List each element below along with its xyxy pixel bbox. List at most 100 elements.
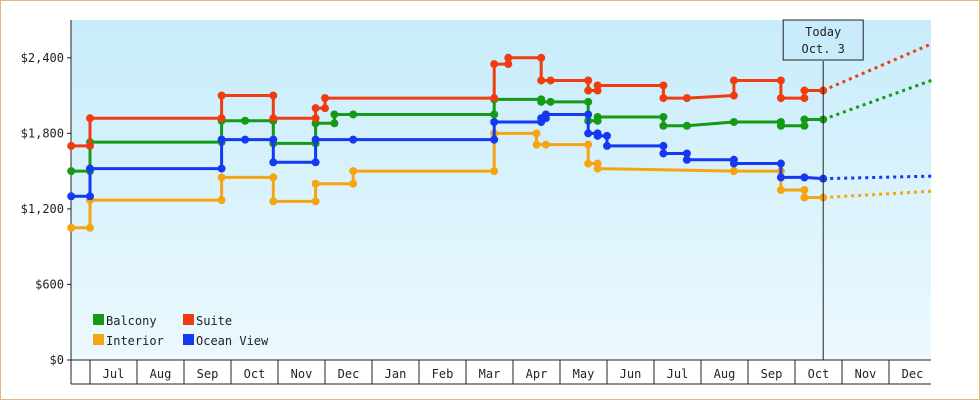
month-label: Nov — [291, 367, 313, 381]
data-point-ocean-view — [311, 135, 320, 144]
data-point-interior — [800, 186, 809, 194]
today-box — [782, 19, 864, 61]
month-label: Apr — [526, 367, 548, 381]
data-point-balcony — [67, 167, 76, 176]
data-point-interior — [311, 197, 320, 206]
data-point-suite — [217, 114, 226, 123]
data-point-interior — [217, 173, 226, 182]
month-label: Mar — [479, 367, 501, 381]
data-point-ocean-view — [541, 110, 550, 119]
data-point-suite — [269, 91, 278, 100]
data-point-suite — [659, 94, 668, 103]
data-point-balcony — [800, 115, 809, 124]
month-label: Jul — [667, 367, 689, 381]
data-point-ocean-view — [800, 173, 809, 182]
data-point-suite — [776, 76, 785, 85]
data-point-interior — [217, 196, 226, 205]
data-point-ocean-view — [269, 135, 278, 144]
data-point-balcony — [584, 97, 593, 106]
month-label: Oct — [244, 367, 266, 381]
series-forecast-suite — [822, 42, 932, 92]
y-tick-label: $2,400 — [21, 51, 64, 65]
data-point-suite — [217, 91, 226, 100]
data-point-suite — [593, 81, 602, 90]
data-point-balcony — [490, 110, 499, 119]
data-point-suite — [659, 81, 668, 90]
data-point-balcony — [800, 121, 809, 130]
month-label: Dec — [902, 367, 924, 381]
legend-label-balcony: Balcony — [106, 314, 157, 328]
month-label: Dec — [338, 367, 360, 381]
data-point-ocean-view — [86, 192, 94, 201]
data-point-suite — [321, 94, 329, 103]
legend-swatch-suite — [183, 314, 194, 325]
legend-swatch-balcony — [93, 314, 104, 325]
data-point-ocean-view — [593, 131, 602, 140]
data-point-interior — [349, 179, 358, 188]
data-point-suite — [682, 94, 691, 103]
data-point-suite — [537, 53, 546, 62]
data-point-suite — [311, 114, 320, 123]
today-label: Today — [805, 25, 841, 39]
data-point-ocean-view — [659, 149, 668, 158]
data-point-balcony — [729, 118, 738, 126]
data-point-ocean-view — [729, 159, 738, 168]
legend-label-ocean-view: Ocean View — [196, 334, 269, 348]
legend-label-suite: Suite — [196, 314, 232, 328]
data-point-balcony — [330, 119, 339, 128]
data-point-suite — [86, 141, 94, 150]
data-point-ocean-view — [659, 141, 668, 150]
series-line-interior — [71, 131, 824, 230]
data-point-ocean-view — [603, 131, 611, 140]
data-point-interior — [311, 179, 320, 188]
y-tick-label: $1,800 — [21, 126, 64, 140]
data-point-interior — [269, 173, 278, 182]
legend-swatch-interior — [93, 334, 104, 345]
data-point-ocean-view — [603, 141, 611, 150]
data-point-balcony — [349, 110, 358, 119]
data-point-suite — [584, 86, 593, 95]
data-point-interior — [584, 140, 593, 149]
data-point-balcony — [241, 116, 250, 125]
data-point-suite — [537, 76, 546, 85]
data-point-interior — [86, 223, 94, 232]
data-point-suite — [321, 104, 329, 113]
data-point-ocean-view — [776, 173, 785, 182]
data-point-suite — [311, 104, 320, 113]
month-label: Feb — [432, 367, 454, 381]
data-point-balcony — [593, 112, 602, 121]
data-point-ocean-view — [86, 164, 94, 173]
data-point-interior — [584, 159, 593, 168]
series-forecast-balcony — [822, 79, 932, 121]
data-point-ocean-view — [490, 135, 499, 144]
data-point-suite — [490, 94, 499, 103]
data-point-ocean-view — [682, 149, 691, 158]
data-point-suite — [504, 60, 513, 69]
data-point-ocean-view — [67, 192, 76, 201]
data-point-ocean-view — [776, 159, 785, 168]
data-point-balcony — [776, 121, 785, 130]
legend-label-interior: Interior — [106, 334, 164, 348]
data-point-interior — [729, 167, 738, 176]
y-tick-label: $1,200 — [21, 202, 64, 216]
data-point-interior — [67, 223, 76, 232]
month-label: Oct — [808, 367, 830, 381]
data-point-balcony — [330, 110, 339, 119]
data-point-ocean-view — [217, 164, 226, 173]
data-point-interior — [593, 164, 602, 173]
data-point-interior — [269, 197, 278, 206]
data-point-interior — [800, 193, 809, 202]
data-point-balcony — [537, 97, 546, 106]
data-point-ocean-view — [490, 118, 499, 126]
today-date: Oct. 3 — [802, 42, 845, 56]
y-tick-label: $0 — [50, 353, 64, 367]
month-label: Sep — [761, 367, 783, 381]
data-point-suite — [800, 94, 809, 103]
month-label: Jun — [620, 367, 642, 381]
data-point-ocean-view — [241, 135, 250, 144]
data-point-balcony — [682, 121, 691, 130]
data-point-suite — [776, 94, 785, 103]
data-point-interior — [532, 129, 541, 138]
data-point-balcony — [546, 97, 555, 106]
